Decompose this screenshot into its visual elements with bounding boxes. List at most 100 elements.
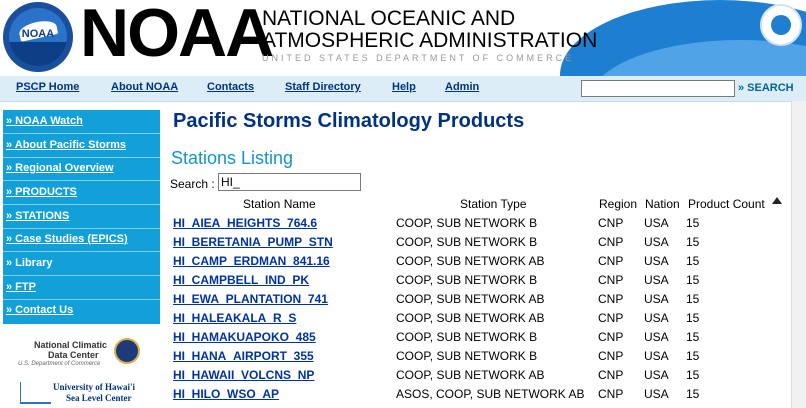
station-nation: USA (644, 292, 669, 306)
nav-admin[interactable]: Admin (445, 81, 480, 93)
station-link[interactable]: HI_HILO_WSO_AP (173, 387, 280, 401)
station-product-count: 15 (686, 387, 700, 401)
scroll-up-arrow-icon[interactable] (772, 197, 782, 204)
tide-chart-icon (20, 382, 51, 404)
uh-line-1: University of Hawai'i (53, 382, 135, 392)
station-product-count: 15 (686, 273, 700, 287)
station-product-count: 15 (686, 235, 700, 249)
col-header-product-count[interactable]: Product Count (688, 197, 765, 211)
station-type: COOP, SUB NETWORK B (396, 330, 538, 344)
station-link[interactable]: HI_BERETANIA_PUMP_STN (173, 235, 333, 249)
station-search-input[interactable] (218, 173, 361, 191)
table-row: HI_HALEAKALA_R_S COOP, SUB NETWORK AB CN… (0, 308, 790, 327)
noaa-sea-icon (9, 42, 67, 66)
agency-name: NATIONAL OCEANIC AND ATMOSPHERIC ADMINIS… (262, 8, 597, 52)
station-link[interactable]: HI_HAMAKUAPOKO_485 (173, 330, 316, 344)
table-row: HI_HAWAII_VOLCNS_NP COOP, SUB NETWORK AB… (0, 365, 790, 384)
station-type: ASOS, COOP, SUB NETWORK AB (396, 387, 585, 401)
uh-line-2: Sea Level Center (66, 393, 132, 403)
col-header-station-name[interactable]: Station Name (243, 197, 316, 211)
table-row: HI_HAMAKUAPOKO_485 COOP, SUB NETWORK B C… (0, 327, 790, 346)
station-product-count: 15 (686, 254, 700, 268)
nav-contacts[interactable]: Contacts (207, 81, 255, 93)
station-region: CNP (598, 349, 624, 363)
station-nation: USA (644, 349, 669, 363)
col-header-region[interactable]: Region (599, 197, 638, 211)
station-region: CNP (598, 216, 624, 230)
site-search-button[interactable]: » SEARCH (738, 82, 794, 94)
sidebar-item-label[interactable]: » About Pacific Storms (6, 139, 127, 151)
vertical-scrollbar[interactable] (791, 101, 806, 408)
station-nation: USA (644, 330, 669, 344)
table-row: HI_HANA_AIRPORT_355 COOP, SUB NETWORK B … (0, 346, 790, 365)
page-header: NOAA NOAA NATIONAL OCEANIC AND ATMOSPHER… (0, 0, 806, 76)
station-link[interactable]: HI_HANA_AIRPORT_355 (173, 349, 314, 363)
ncdc-line-2: Data Center (48, 350, 99, 360)
station-nation: USA (644, 387, 669, 401)
sidebar-item-label[interactable]: » PRODUCTS (6, 186, 77, 198)
sidebar-menu: » NOAA Watch » About Pacific Storms » Re… (3, 110, 160, 324)
table-row: HI_BERETANIA_PUMP_STN COOP, SUB NETWORK … (0, 232, 790, 251)
ncdc-logo[interactable]: National Climatic Data Center U.S. Depar… (18, 338, 142, 372)
site-search-input[interactable] (581, 80, 735, 97)
station-region: CNP (598, 235, 624, 249)
nav-staff-directory[interactable]: Staff Directory (285, 81, 361, 93)
sidebar-item-regional-overview[interactable]: » Regional Overview (3, 157, 160, 181)
noaa-logo[interactable]: NOAA (3, 2, 73, 72)
station-product-count: 15 (686, 292, 700, 306)
sidebar-item-stations[interactable]: » STATIONS (3, 205, 160, 229)
nav-help[interactable]: Help (392, 81, 416, 93)
station-product-count: 15 (686, 311, 700, 325)
station-link[interactable]: HI_CAMP_ERDMAN_841.16 (173, 254, 330, 268)
sidebar-item-label[interactable]: » Library (6, 257, 53, 269)
sidebar-item-noaa-watch[interactable]: » NOAA Watch (3, 110, 160, 134)
table-row: HI_CAMP_ERDMAN_841.16 COOP, SUB NETWORK … (0, 251, 790, 270)
station-region: CNP (598, 330, 624, 344)
station-type: COOP, SUB NETWORK AB (396, 368, 545, 382)
agency-line-2: ATMOSPHERIC ADMINISTRATION (262, 29, 598, 52)
col-header-nation[interactable]: Nation (645, 197, 680, 211)
sidebar-item-ftp[interactable]: » FTP (3, 276, 160, 300)
nav-about-noaa[interactable]: About NOAA (111, 81, 179, 93)
ncdc-line-3: U.S. Department of Commerce (18, 361, 101, 367)
station-type: COOP, SUB NETWORK B (396, 349, 538, 363)
sidebar-item-label[interactable]: » FTP (6, 281, 36, 293)
station-product-count: 15 (686, 349, 700, 363)
station-type: COOP, SUB NETWORK B (396, 235, 538, 249)
station-region: CNP (598, 273, 624, 287)
station-link[interactable]: HI_HAWAII_VOLCNS_NP (173, 368, 315, 382)
station-link[interactable]: HI_CAMPBELL_IND_PK (173, 273, 310, 287)
ncdc-seal-icon (114, 338, 140, 364)
table-row: HI_EWA_PLANTATION_741 COOP, SUB NETWORK … (0, 289, 790, 308)
nav-pscp-home[interactable]: PSCP Home (16, 81, 80, 93)
station-product-count: 15 (686, 368, 700, 382)
table-row: HI_AIEA_HEIGHTS_764.6 COOP, SUB NETWORK … (0, 213, 790, 232)
station-type: COOP, SUB NETWORK B (396, 273, 538, 287)
sidebar-item-about-pacific-storms[interactable]: » About Pacific Storms (3, 134, 160, 158)
station-search-label: Search : (170, 177, 215, 191)
page-title: Pacific Storms Climatology Products (173, 110, 525, 132)
station-link[interactable]: HI_HALEAKALA_R_S (173, 311, 297, 325)
station-product-count: 15 (686, 216, 700, 230)
sidebar-item-label[interactable]: » NOAA Watch (6, 115, 83, 127)
station-region: CNP (598, 254, 624, 268)
sidebar-item-contact-us[interactable]: » Contact Us (3, 299, 160, 322)
station-link[interactable]: HI_AIEA_HEIGHTS_764.6 (173, 216, 318, 230)
sidebar-item-label[interactable]: » Contact Us (6, 304, 74, 316)
noaa-logo-inner: NOAA (9, 8, 67, 66)
sidebar-item-label[interactable]: » STATIONS (6, 210, 70, 222)
sidebar-item-case-studies[interactable]: » Case Studies (EPICS) (3, 228, 160, 252)
station-link[interactable]: HI_EWA_PLANTATION_741 (173, 292, 328, 306)
station-type: COOP, SUB NETWORK AB (396, 254, 545, 268)
sidebar-item-label[interactable]: » Regional Overview (6, 162, 114, 174)
col-header-station-type[interactable]: Station Type (460, 197, 527, 211)
station-nation: USA (644, 368, 669, 382)
station-nation: USA (644, 235, 669, 249)
table-row: HI_HILO_WSO_AP ASOS, COOP, SUB NETWORK A… (0, 384, 790, 403)
sidebar-item-label[interactable]: » Case Studies (EPICS) (6, 233, 128, 245)
uh-sea-level-center-logo[interactable]: University of Hawai'i Sea Level Center (20, 380, 160, 408)
station-nation: USA (644, 311, 669, 325)
sidebar-item-products[interactable]: » PRODUCTS (3, 181, 160, 205)
sidebar-item-library[interactable]: » Library (3, 252, 160, 276)
station-nation: USA (644, 273, 669, 287)
